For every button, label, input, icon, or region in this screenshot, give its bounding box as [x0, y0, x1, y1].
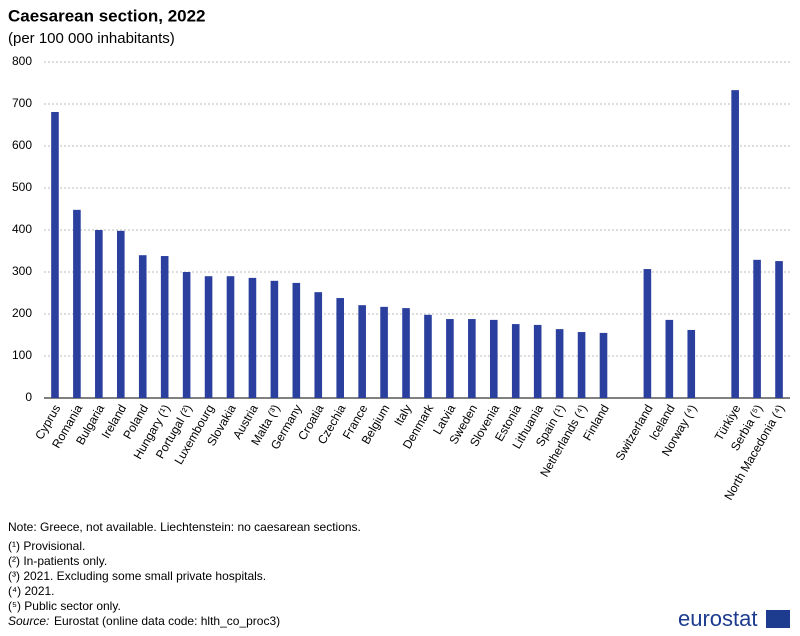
chart-title: Caesarean section, 2022 — [8, 6, 206, 25]
source-label: Source: — [8, 614, 49, 628]
bar — [446, 319, 454, 398]
chart-subtitle: (per 100 000 inhabitants) — [8, 30, 175, 47]
note: (²) In-patients only. — [8, 554, 107, 568]
y-tick-label: 0 — [25, 390, 32, 404]
bar — [533, 324, 542, 398]
note: Note: Greece, not available. Liechtenste… — [8, 520, 361, 534]
bar — [489, 319, 498, 398]
note: (¹) Provisional. — [8, 539, 85, 553]
bar — [51, 111, 59, 398]
bar — [643, 269, 652, 398]
note: (⁴) 2021. — [8, 584, 55, 598]
bar — [402, 308, 410, 398]
bar — [292, 282, 301, 398]
bar — [116, 230, 125, 398]
bar — [753, 259, 761, 398]
bar — [270, 280, 279, 398]
bar — [555, 329, 564, 398]
bar — [336, 298, 345, 398]
note: (⁵) Public sector only. — [8, 599, 121, 613]
bar — [687, 329, 696, 398]
bar — [73, 209, 81, 398]
bar — [511, 324, 520, 398]
bar — [577, 332, 586, 398]
y-tick-label: 200 — [12, 306, 32, 320]
y-tick-label: 500 — [12, 180, 32, 194]
bar — [358, 305, 366, 398]
bar — [204, 276, 213, 398]
bar — [775, 261, 783, 398]
bar — [95, 230, 103, 398]
y-tick-label: 300 — [12, 264, 32, 278]
bar — [182, 272, 191, 398]
bar — [380, 306, 388, 398]
bar — [665, 319, 674, 398]
bar — [424, 314, 432, 398]
y-tick-label: 700 — [12, 96, 32, 110]
bar — [248, 277, 257, 398]
bar — [226, 276, 235, 398]
y-tick-label: 100 — [12, 348, 32, 362]
y-tick-label: 800 — [12, 54, 32, 68]
eu-flag — [766, 610, 790, 628]
y-tick-label: 400 — [12, 222, 32, 236]
bar — [314, 292, 323, 398]
y-tick-label: 600 — [12, 138, 32, 152]
bar — [599, 332, 608, 398]
logo: eurostat — [678, 606, 758, 631]
source-text: Eurostat (online data code: hlth_co_proc… — [54, 614, 280, 628]
bar — [160, 256, 169, 398]
bar — [731, 90, 739, 398]
note: (³) 2021. Excluding some small private h… — [8, 569, 266, 583]
bar — [138, 255, 147, 398]
bar — [468, 319, 476, 398]
